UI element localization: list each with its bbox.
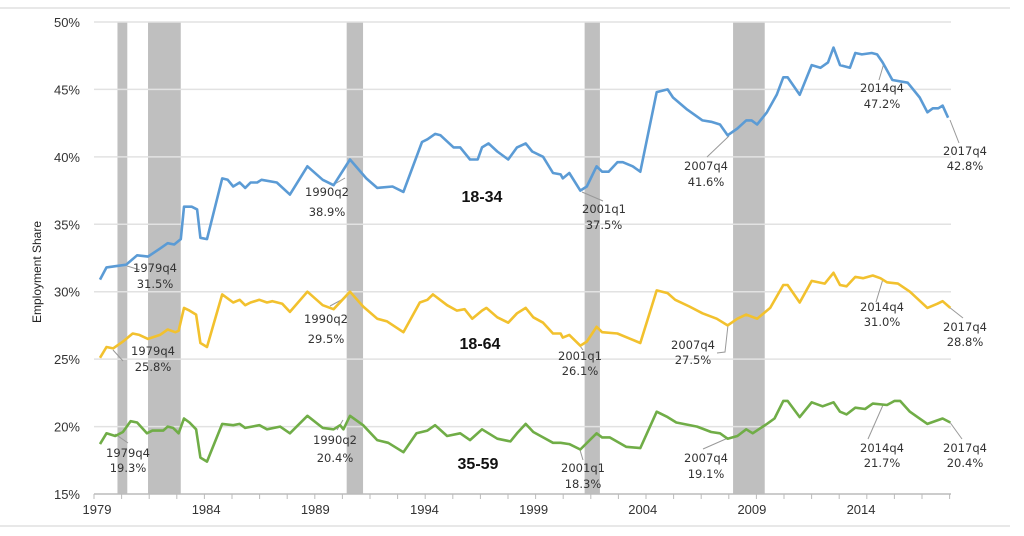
annotation-leader bbox=[579, 449, 584, 461]
y-tick-label: 20% bbox=[54, 420, 80, 435]
x-tick-label: 2014 bbox=[847, 502, 876, 517]
series-label-35-59: 35-59 bbox=[458, 456, 499, 473]
annotation-value: 47.2% bbox=[864, 97, 901, 111]
annotations: 1979q4 31.5% 1990q2 38.9% 2001q1 37.5% 2007q4 4… bbox=[106, 81, 987, 491]
annotation-period: 1979q4 bbox=[133, 261, 177, 275]
annotation-leader bbox=[875, 278, 884, 303]
series-labels: 18-34 18-64 35-59 bbox=[458, 189, 503, 473]
annotation-period: 2001q1 bbox=[582, 202, 626, 216]
y-tick-label: 15% bbox=[54, 487, 80, 502]
series-lines bbox=[98, 46, 952, 463]
annotation-period: 2007q4 bbox=[684, 451, 728, 465]
y-axis-ticks: 15% 20% 25% 30% 35% 40% 45% 50% bbox=[54, 15, 80, 502]
annotation-value: 20.4% bbox=[317, 451, 354, 465]
annotation-period: 2001q1 bbox=[558, 349, 602, 363]
annotation-period: 1979q4 bbox=[131, 344, 175, 358]
x-tick-label: 1999 bbox=[519, 502, 548, 517]
annotation-leader bbox=[706, 135, 730, 158]
y-axis-label: Employment Share bbox=[30, 221, 44, 323]
y-tick-label: 50% bbox=[54, 15, 80, 30]
annotation-leader bbox=[126, 265, 141, 271]
x-tick-label: 1989 bbox=[301, 502, 330, 517]
annotation-value: 21.7% bbox=[864, 456, 901, 470]
annotation-period: 1990q2 bbox=[313, 433, 357, 447]
x-tick-label: 1984 bbox=[192, 502, 221, 517]
annotation-leaders bbox=[112, 62, 964, 461]
recession-bar bbox=[733, 21, 765, 495]
annotation-period: 2007q4 bbox=[684, 159, 728, 173]
x-axis-ticks: 1979 1984 1989 1994 1999 2004 2009 2014 bbox=[83, 494, 951, 517]
annotation-leader bbox=[702, 437, 729, 450]
annotation-value: 42.8% bbox=[947, 159, 984, 173]
x-tick-label: 1979 bbox=[83, 502, 112, 517]
recession-bar bbox=[584, 21, 600, 495]
recession-bars bbox=[117, 21, 765, 495]
x-tick-label: 2009 bbox=[737, 502, 766, 517]
x-tick-label: 2004 bbox=[628, 502, 657, 517]
annotation-period: 2014q4 bbox=[860, 81, 904, 95]
annotation-period: 2017q4 bbox=[943, 320, 987, 334]
annotation-leader bbox=[948, 306, 964, 319]
annotation-value: 18.3% bbox=[565, 477, 602, 491]
annotation-value: 31.0% bbox=[864, 315, 901, 329]
y-tick-label: 25% bbox=[54, 352, 80, 367]
series-label-18-34: 18-34 bbox=[462, 189, 503, 206]
annotation-leader bbox=[949, 119, 960, 144]
series-line-18-64 bbox=[98, 271, 952, 359]
series-line-35-59 bbox=[98, 399, 951, 463]
series-label-18-64: 18-64 bbox=[460, 336, 501, 353]
annotation-value: 19.3% bbox=[110, 461, 147, 475]
y-tick-label: 40% bbox=[54, 150, 80, 165]
annotation-leader bbox=[867, 404, 884, 440]
recession-bar bbox=[346, 21, 364, 495]
annotation-value: 31.5% bbox=[137, 277, 174, 291]
series-line-18-34 bbox=[98, 46, 950, 281]
recession-bar bbox=[117, 21, 128, 495]
annotation-value: 20.4% bbox=[947, 456, 984, 470]
y-tick-label: 45% bbox=[54, 82, 80, 97]
annotation-value: 25.8% bbox=[135, 360, 172, 374]
recession-bar bbox=[148, 21, 181, 495]
annotation-value: 38.9% bbox=[309, 205, 346, 219]
annotation-value: 41.6% bbox=[688, 175, 725, 189]
annotation-period: 2017q4 bbox=[943, 441, 987, 455]
annotation-period: 2017q4 bbox=[943, 144, 987, 158]
annotation-leader bbox=[112, 349, 124, 362]
annotation-leader bbox=[948, 420, 963, 440]
annotation-period: 2001q1 bbox=[561, 461, 605, 475]
annotation-value: 26.1% bbox=[562, 364, 599, 378]
annotation-period: 1990q2 bbox=[305, 185, 349, 199]
annotation-period: 2014q4 bbox=[860, 300, 904, 314]
x-tick-label: 1994 bbox=[410, 502, 439, 517]
annotation-value: 28.8% bbox=[947, 335, 984, 349]
annotation-period: 1990q2 bbox=[304, 312, 348, 326]
annotation-value: 37.5% bbox=[586, 218, 623, 232]
y-tick-label: 30% bbox=[54, 285, 80, 300]
annotation-value: 19.1% bbox=[688, 467, 725, 481]
annotation-leader bbox=[581, 191, 604, 202]
annotation-leader bbox=[716, 324, 729, 354]
annotation-value: 27.5% bbox=[675, 353, 712, 367]
annotation-value: 29.5% bbox=[308, 332, 345, 346]
annotation-period: 2007q4 bbox=[671, 338, 715, 352]
annotation-period: 2014q4 bbox=[860, 441, 904, 455]
y-tick-label: 35% bbox=[54, 217, 80, 232]
annotation-period: 1979q4 bbox=[106, 446, 150, 460]
